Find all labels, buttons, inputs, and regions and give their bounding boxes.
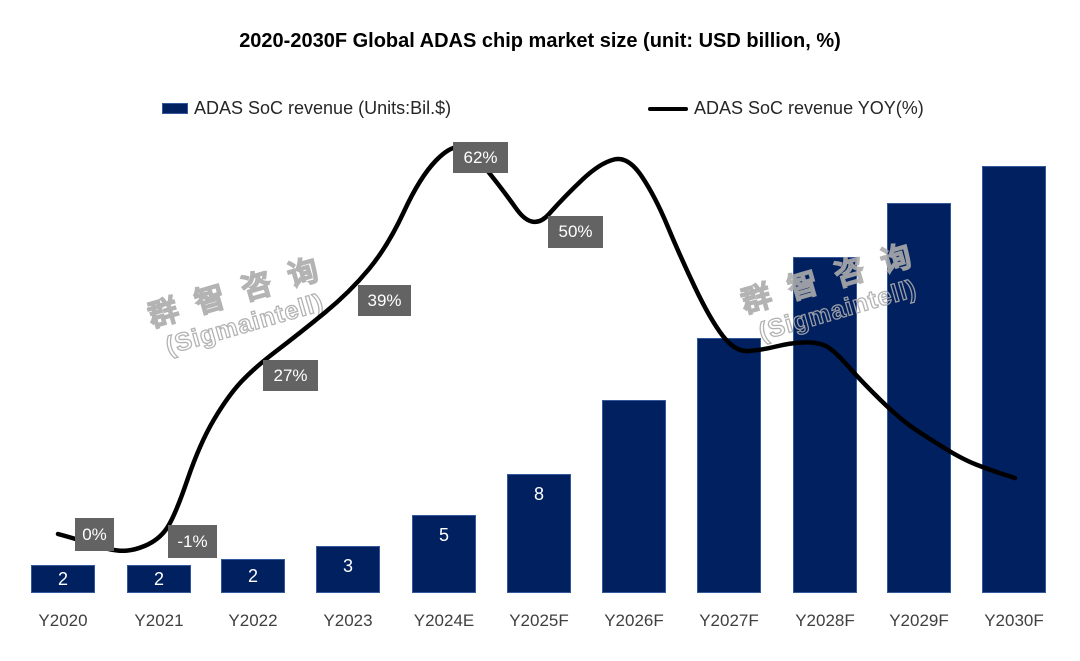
legend-item-yoy: ADAS SoC revenue YOY(%) [648,98,924,119]
yoy-label-Y2024E: 62% [453,142,508,173]
x-axis-label-Y2021: Y2021 [134,611,184,630]
watermark-1: 群 智 咨 询 (Sigmaintell) [130,248,349,367]
bar-Y2025F: 8 [507,474,571,593]
x-axis-label-Y2026F: Y2026F [604,611,664,630]
bar-Y2020: 2 [31,565,95,593]
chart-title: 2020-2030F Global ADAS chip market size … [239,30,841,52]
yoy-label-Y2020: 0% [75,518,114,551]
x-axis-label-Y2030F: Y2030F [984,611,1044,630]
x-axis-label-Y2020: Y2020 [38,611,88,630]
bar-value-label: 3 [342,556,353,576]
yoy-label-Y2022: 27% [263,360,318,391]
bar-Y2023: 3 [316,546,380,593]
bar-value-label: 2 [153,569,164,589]
x-axis-label-Y2025F: Y2025F [509,611,569,630]
bar-Y2021: 2 [127,565,191,593]
bar-value-label: 8 [533,484,544,504]
bar-Y2026F [602,400,666,593]
bar-value-label: 5 [438,525,449,545]
bar-value-label: 2 [57,569,68,589]
x-axis-label-Y2023: Y2023 [323,611,373,630]
bar-Y2030F [982,166,1046,593]
yoy-label-Y2025F: 50% [548,216,603,248]
x-axis-label-Y2027F: Y2027F [699,611,759,630]
line-series-swatch-icon [648,106,688,111]
x-axis-label-Y2022: Y2022 [228,611,278,630]
yoy-label-Y2021: -1% [168,525,217,558]
legend-label-revenue: ADAS SoC revenue (Units:Bil.$) [194,98,452,118]
x-axis-label-Y2024E: Y2024E [413,611,475,630]
legend-item-revenue: ADAS SoC revenue (Units:Bil.$) [162,98,451,119]
bar-Y2027F [697,338,761,593]
yoy-label-Y2023: 39% [358,285,411,316]
bar-value-label: 2 [247,566,258,586]
bar-Y2024E: 5 [412,515,476,593]
legend-label-yoy: ADAS SoC revenue YOY(%) [694,98,924,118]
x-axis-label-Y2029F: Y2029F [889,611,949,630]
bar-Y2022: 2 [221,559,285,593]
x-axis-label-Y2028F: Y2028F [795,611,855,630]
bar-series-swatch-icon [162,103,188,114]
